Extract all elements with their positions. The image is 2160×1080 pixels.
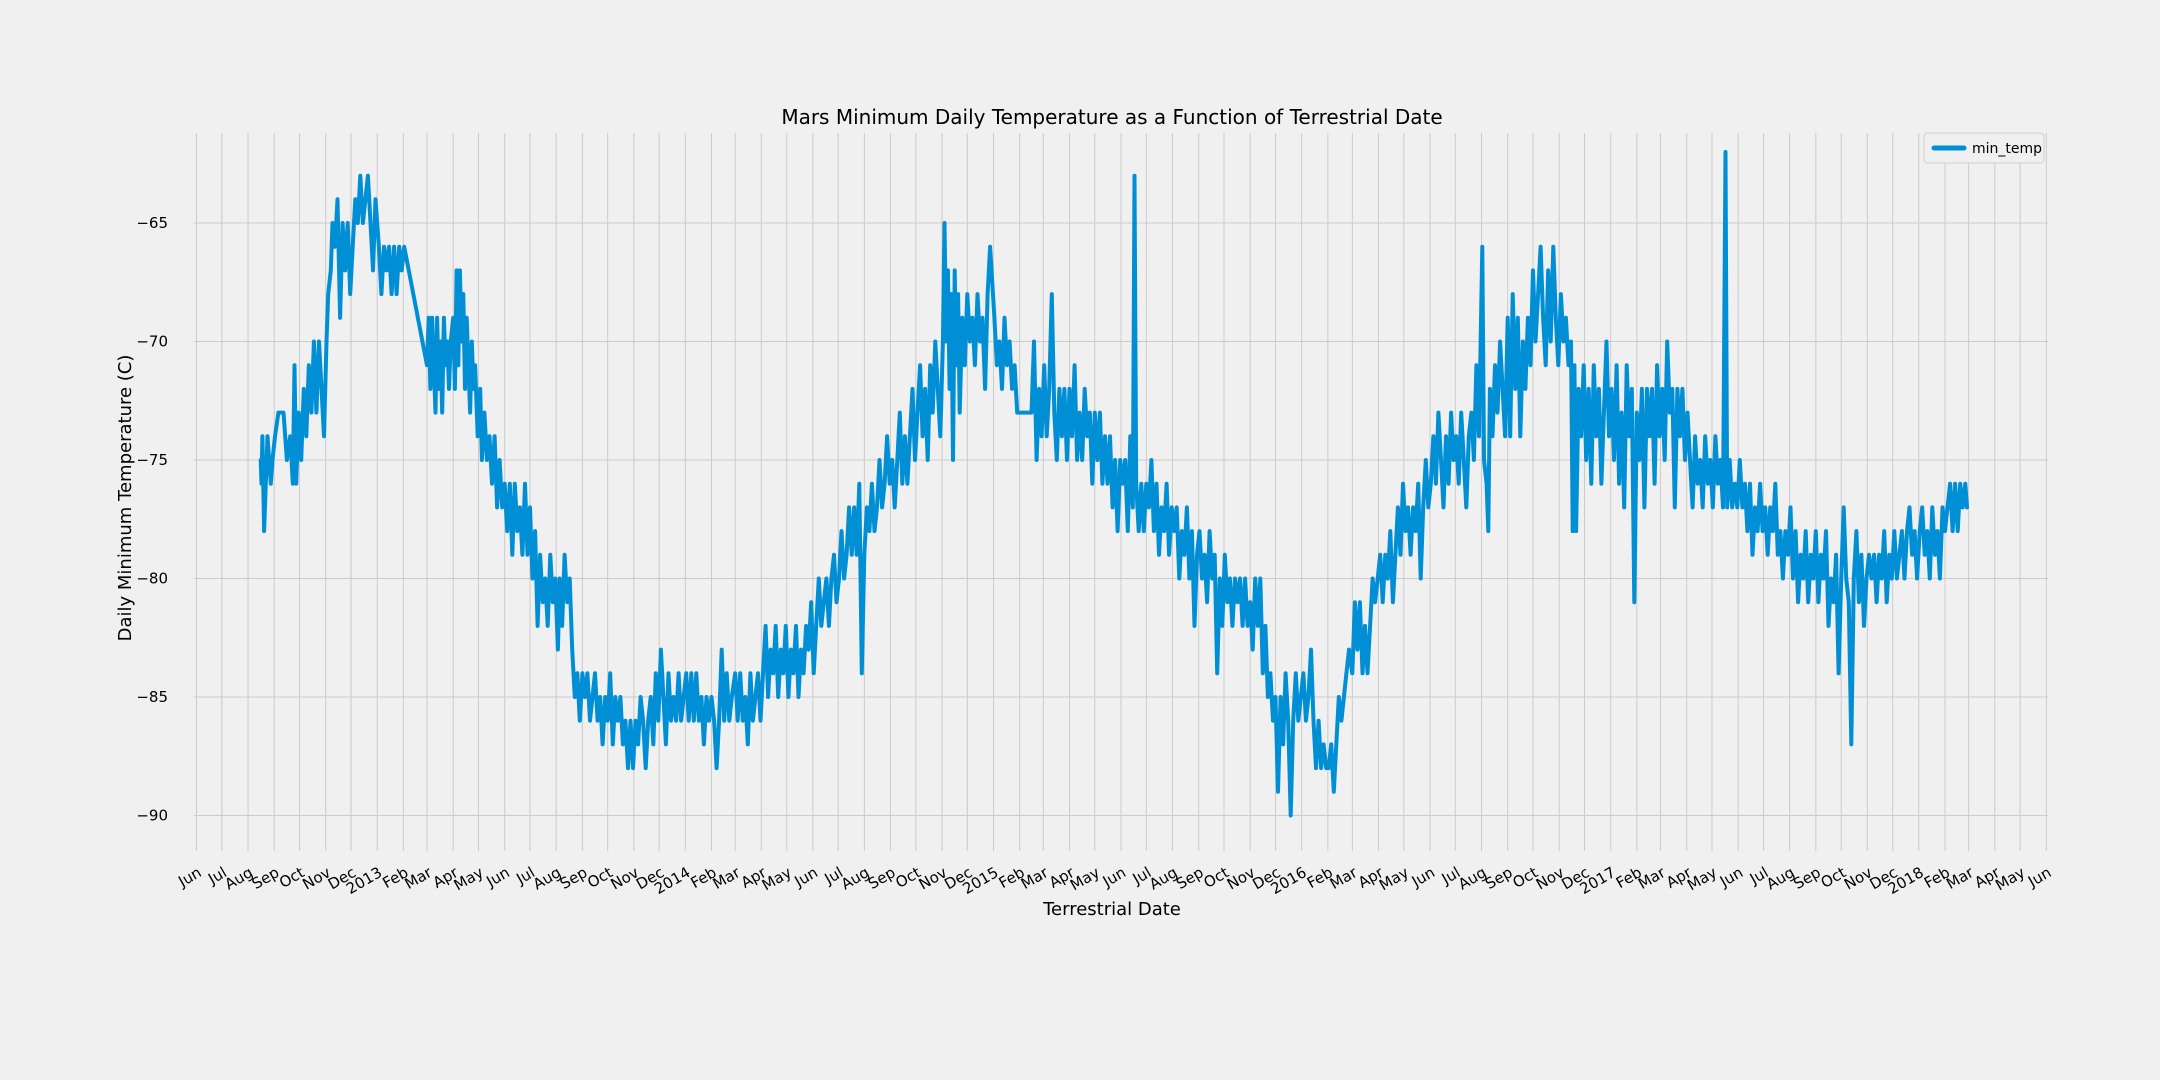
x-tick-label: Jun — [2024, 863, 2054, 891]
x-tick-label: Jun — [1716, 863, 1746, 891]
x-tick-label: May — [759, 863, 795, 894]
legend-box — [1923, 132, 2045, 164]
x-tick-label: Jun — [1099, 863, 1129, 891]
chart-title: Mars Minimum Daily Temperature as a Func… — [781, 105, 1442, 129]
y-tick-label: −75 — [136, 451, 168, 469]
x-gridlines — [196, 133, 2047, 851]
x-tick-label: Jun — [791, 863, 821, 891]
x-tick-label: May — [1376, 863, 1412, 894]
legend: min_temp — [1923, 132, 2045, 164]
legend-label: min_temp — [1972, 141, 2042, 157]
y-tick-label: −65 — [136, 214, 168, 232]
x-tick-label: Jun — [483, 863, 513, 891]
y-tick-label: −70 — [136, 333, 168, 351]
y-tick-label: −85 — [136, 688, 168, 706]
x-tick-label: May — [451, 863, 487, 894]
y-tick-label: −80 — [136, 569, 168, 587]
series-line-min-temp — [258, 150, 1969, 818]
x-axis: Jun JulAugSepOctNovDec2013FebMarAprMayJun… — [174, 863, 2054, 898]
x-tick-label: Jun — [174, 863, 204, 891]
y-axis-label: Daily Minimum Temperature (C) — [115, 355, 136, 642]
x-tick-label: May — [1067, 863, 1103, 894]
y-axis: −65 −70 −75 −80 −85 −90 — [136, 214, 168, 824]
x-tick-label: May — [1684, 863, 1720, 894]
y-tick-label: −90 — [136, 806, 168, 824]
x-axis-label: Terrestrial Date — [1042, 899, 1181, 920]
series-group — [258, 150, 1969, 818]
x-tick-label: May — [1992, 863, 2028, 894]
x-tick-label: Jun — [1408, 863, 1438, 891]
